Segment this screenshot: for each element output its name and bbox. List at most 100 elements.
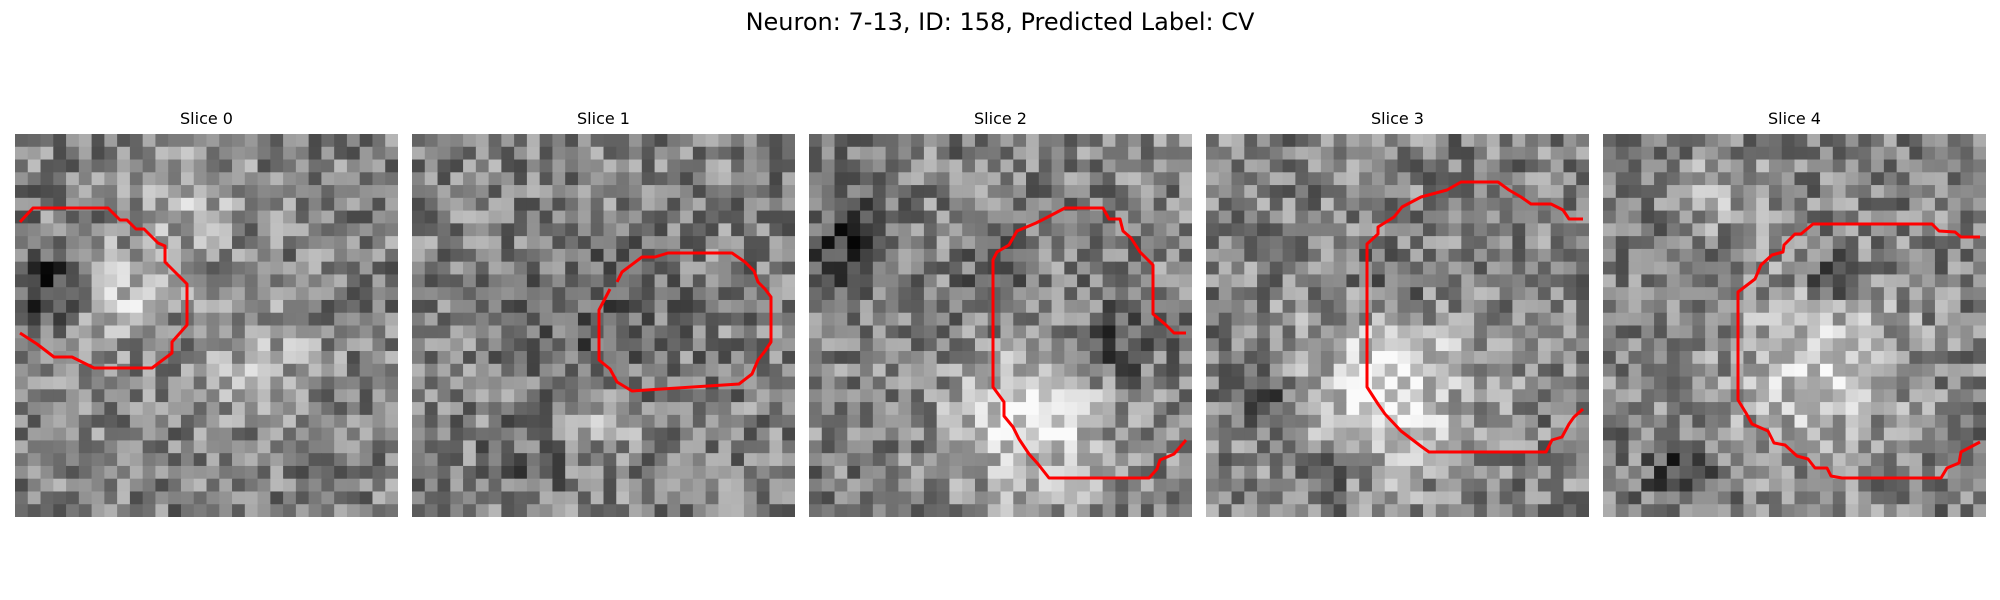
image-pixel	[206, 210, 220, 224]
image-pixel	[1448, 491, 1462, 505]
image-pixel	[117, 248, 131, 263]
image-pixel	[616, 402, 630, 416]
image-pixel	[1641, 261, 1655, 276]
image-pixel	[257, 287, 271, 301]
image-pixel	[168, 172, 182, 186]
image-pixel	[129, 210, 144, 224]
image-pixel	[526, 325, 541, 339]
image-pixel	[1832, 287, 1847, 301]
image-pixel	[1641, 287, 1655, 301]
image-pixel	[295, 236, 310, 250]
image-pixel	[78, 274, 93, 288]
image-pixel	[1038, 453, 1053, 467]
image-pixel	[1089, 248, 1104, 263]
image-pixel	[1461, 185, 1475, 199]
image-pixel	[1077, 159, 1091, 173]
image-pixel	[450, 223, 464, 237]
image-pixel	[1499, 185, 1513, 199]
image-pixel	[616, 172, 630, 186]
image-pixel	[514, 223, 528, 237]
image-pixel	[834, 478, 848, 493]
image-pixel	[1563, 248, 1577, 263]
image-pixel	[1013, 236, 1027, 250]
image-pixel	[1231, 351, 1245, 365]
image-pixel	[847, 363, 861, 378]
image-pixel	[526, 261, 541, 276]
image-pixel	[705, 172, 719, 186]
image-pixel	[412, 504, 426, 517]
image-pixel	[283, 427, 297, 441]
image-pixel	[1320, 440, 1335, 454]
image-pixel	[526, 427, 541, 441]
image-pixel	[1666, 402, 1681, 416]
image-pixel	[1051, 414, 1065, 429]
image-pixel	[1206, 491, 1220, 505]
image-pixel	[1641, 338, 1655, 352]
image-pixel	[1743, 491, 1757, 505]
image-pixel	[1474, 376, 1488, 390]
image-pixel	[385, 465, 398, 480]
image-pixel	[1000, 248, 1014, 263]
image-pixel	[1346, 185, 1360, 199]
image-pixel	[308, 159, 322, 173]
image-pixel	[193, 376, 208, 390]
image-pixel	[437, 299, 451, 314]
image-pixel	[1333, 414, 1348, 429]
image-pixel	[1269, 465, 1284, 480]
image-pixel	[923, 223, 938, 237]
image-pixel	[117, 134, 131, 148]
image-pixel	[1474, 223, 1488, 237]
image-pixel	[731, 146, 745, 161]
slice-panel-1: Slice 1	[412, 108, 795, 517]
image-pixel	[1166, 504, 1180, 517]
image-pixel	[743, 287, 758, 301]
image-pixel	[821, 210, 836, 224]
image-pixel	[27, 491, 42, 505]
image-pixel	[1628, 159, 1642, 173]
image-pixel	[1140, 223, 1155, 237]
image-pixel	[1000, 159, 1014, 173]
image-pixel	[1346, 236, 1360, 250]
image-pixel	[962, 325, 976, 339]
image-pixel	[756, 261, 771, 276]
image-pixel	[1756, 414, 1770, 429]
image-pixel	[1231, 491, 1245, 505]
image-pixel	[283, 312, 297, 327]
image-pixel	[1499, 351, 1513, 365]
image-pixel	[270, 248, 284, 263]
image-pixel	[104, 274, 118, 288]
image-pixel	[1845, 376, 1859, 390]
image-pixel	[168, 389, 182, 403]
image-pixel	[1603, 159, 1617, 173]
image-pixel	[743, 389, 758, 403]
image-pixel	[1128, 134, 1142, 148]
image-pixel	[91, 427, 105, 441]
image-pixel	[1295, 159, 1309, 173]
image-pixel	[1089, 274, 1104, 288]
image-pixel	[308, 134, 322, 148]
image-pixel	[1603, 453, 1617, 467]
image-pixel	[1858, 185, 1872, 199]
image-pixel	[53, 248, 67, 263]
image-pixel	[1461, 389, 1475, 403]
image-pixel	[1973, 287, 1986, 301]
image-pixel	[1423, 146, 1437, 161]
image-pixel	[1705, 414, 1719, 429]
image-pixel	[283, 274, 297, 288]
image-pixel	[1346, 453, 1360, 467]
image-pixel	[1858, 261, 1872, 276]
image-pixel	[1320, 478, 1335, 493]
image-pixel	[1845, 478, 1859, 493]
image-pixel	[129, 236, 144, 250]
image-pixel	[860, 491, 874, 505]
image-pixel	[437, 261, 451, 276]
image-pixel	[1115, 261, 1129, 276]
image-pixel	[667, 478, 681, 493]
image-pixel	[1371, 351, 1386, 365]
image-pixel	[1320, 210, 1335, 224]
image-pixel	[1934, 134, 1949, 148]
image-pixel	[1089, 402, 1104, 416]
image-pixel	[1807, 197, 1821, 212]
image-pixel	[488, 453, 502, 467]
image-pixel	[1038, 223, 1053, 237]
